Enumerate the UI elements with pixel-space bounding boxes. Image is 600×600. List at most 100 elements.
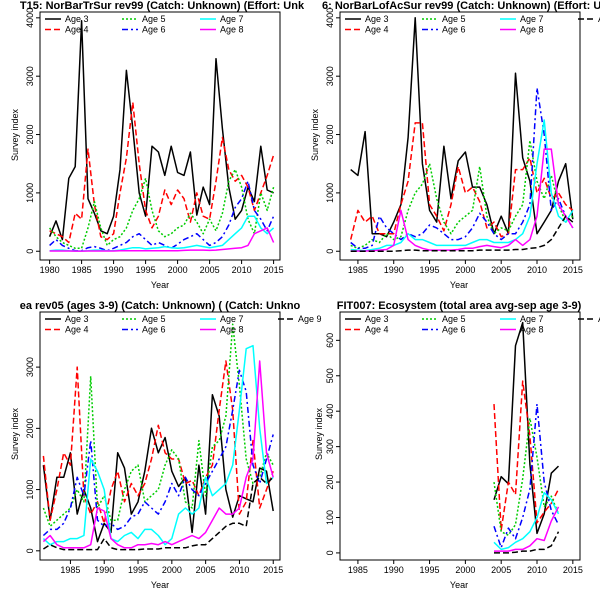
legend: Age 3 Age 5 Age 7 Age 9 Age 4 Age 6 Age 8 — [345, 314, 600, 335]
x-tick-label: 1995 — [420, 265, 440, 275]
x-tick-label: 2000 — [162, 565, 182, 575]
y-tick-label: 2000 — [25, 418, 35, 438]
legend-label: Age 8 — [520, 25, 544, 35]
series-line-age-5 — [48, 168, 275, 250]
series-line-age-7 — [350, 119, 574, 252]
series-line-age-3 — [48, 20, 274, 241]
series-line-age-5 — [42, 323, 274, 528]
plot-frame — [39, 11, 281, 261]
legend-item: Age 5 — [422, 14, 466, 24]
legend-item: Age 9 — [278, 314, 322, 324]
series-line-age-6 — [49, 180, 275, 252]
legend-item: Age 5 — [422, 314, 466, 324]
legend-label: Age 6 — [442, 325, 466, 335]
x-tick-label: 1985 — [60, 565, 80, 575]
x-tick-label: 2015 — [264, 265, 284, 275]
x-tick-label: 2010 — [527, 565, 547, 575]
x-tick-label: 2010 — [229, 565, 249, 575]
legend-label: Age 5 — [442, 314, 466, 324]
series-line-age-8 — [42, 360, 274, 549]
y-tick-label: 3000 — [25, 66, 35, 86]
legend-label: Age 8 — [220, 25, 244, 35]
x-tick-label: 2000 — [455, 265, 475, 275]
y-axis-title: Survey index — [10, 108, 20, 161]
legend-item: Age 5 — [122, 314, 166, 324]
legend-label: Age 6 — [442, 25, 466, 35]
series-line-age-4 — [493, 380, 560, 531]
legend-item: Age 4 — [345, 325, 389, 335]
legend-item: Age 3 — [345, 14, 389, 24]
x-tick-label: 2015 — [263, 565, 283, 575]
x-tick-label: 2010 — [232, 265, 252, 275]
legend-item: Age 3 — [345, 314, 389, 324]
series-line-age-6 — [350, 87, 574, 250]
plot-frame — [339, 311, 581, 561]
legend-item: Age 6 — [422, 325, 466, 335]
series-line-age-8 — [49, 227, 275, 252]
y-tick-label: 200 — [325, 475, 335, 490]
x-tick-label: 2005 — [196, 565, 216, 575]
series-line-age-8 — [494, 506, 560, 552]
y-tick-label: 300 — [325, 439, 335, 454]
chart-panel-2: 6: NorBarLofAcSur rev99 (Catch: Unknown)… — [310, 0, 600, 290]
legend-item: Age 8 — [500, 25, 544, 35]
legend: Age 3 Age 5 Age 7 Age 9 Age 4 Age 6 Age 8 — [45, 314, 322, 335]
legend-label: Age 7 — [520, 14, 544, 24]
legend-label: Age 3 — [65, 314, 89, 324]
series-line-age-6 — [42, 369, 274, 537]
x-axis-title: Year — [450, 580, 468, 590]
x-tick-label: 1995 — [128, 565, 148, 575]
legend-label: Age 5 — [142, 14, 166, 24]
legend-label: Age 8 — [220, 325, 244, 335]
y-tick-label: 3000 — [325, 66, 335, 86]
x-axis-title: Year — [151, 280, 169, 290]
series-group — [349, 17, 574, 252]
x-tick-label: 2005 — [491, 265, 511, 275]
legend-item: Age 4 — [345, 25, 389, 35]
legend-item: Age 3 — [45, 314, 89, 324]
legend-item: Age 6 — [122, 25, 166, 35]
legend-item: Age 7 — [500, 314, 544, 324]
legend-item: Age 6 — [122, 325, 166, 335]
plot-area: 1985 1990 1995 2000 2005 2010 2015 0 1000 2000 300… — [25, 311, 322, 575]
chart-panel-1: T15: NorBarTrSur rev99 (Catch: Unknown) … — [10, 0, 305, 290]
x-tick-label: 1990 — [94, 565, 114, 575]
legend-label: Age 6 — [142, 25, 166, 35]
x-tick-label: 1985 — [348, 265, 368, 275]
panel-title: 6: NorBarLofAcSur rev99 (Catch: Unknown)… — [322, 0, 600, 12]
legend-item: Age 7 — [200, 14, 244, 24]
legend-label: Age 3 — [365, 314, 389, 324]
panel-title: T15: NorBarTrSur rev99 (Catch: Unknown) … — [20, 0, 305, 12]
y-tick-label: 4000 — [25, 8, 35, 28]
legend: Age 3 Age 5 Age 7 Age 9 Age 4 Age 6 Age 8 — [345, 14, 600, 35]
y-tick-label: 0 — [325, 249, 335, 254]
series-group — [493, 321, 560, 554]
legend-label: Age 5 — [442, 14, 466, 24]
plot-area: 1985 1990 1995 2000 2005 2010 2015 0 100 200 300 40… — [325, 311, 600, 575]
legend-label: Age 7 — [220, 314, 244, 324]
y-axis-title: Survey index — [314, 407, 324, 460]
y-tick-label: 100 — [325, 510, 335, 525]
y-tick-label: 600 — [325, 333, 335, 348]
legend-label: Age 3 — [365, 14, 389, 24]
panel-title: FIT007: Ecosystem (total area avg-sep ag… — [337, 300, 582, 312]
plot-area: 1980 1985 1990 1995 2000 2005 2010 2015 0 1000 200… — [25, 8, 284, 275]
legend: Age 3 Age 5 Age 7 Age 4 Age 6 Age 8 — [45, 14, 244, 35]
series-line-age-9 — [350, 215, 574, 252]
legend-label: Age 9 — [298, 314, 322, 324]
y-tick-label: 3000 — [25, 357, 35, 377]
series-line-age-7 — [42, 344, 274, 546]
legend-label: Age 8 — [520, 325, 544, 335]
chart-panel-4: FIT007: Ecosystem (total area avg-sep ag… — [314, 300, 600, 590]
x-tick-label: 2015 — [563, 565, 583, 575]
legend-item: Age 8 — [500, 325, 544, 335]
x-tick-label: 2010 — [527, 265, 547, 275]
y-tick-label: 2000 — [25, 125, 35, 145]
legend-item: Age 6 — [422, 25, 466, 35]
legend-label: Age 3 — [65, 14, 89, 24]
series-line-age-4 — [49, 101, 275, 244]
legend-item: Age 4 — [45, 25, 89, 35]
legend-label: Age 9 — [598, 314, 600, 324]
plot-frame — [339, 11, 581, 261]
x-tick-label: 1995 — [136, 265, 156, 275]
